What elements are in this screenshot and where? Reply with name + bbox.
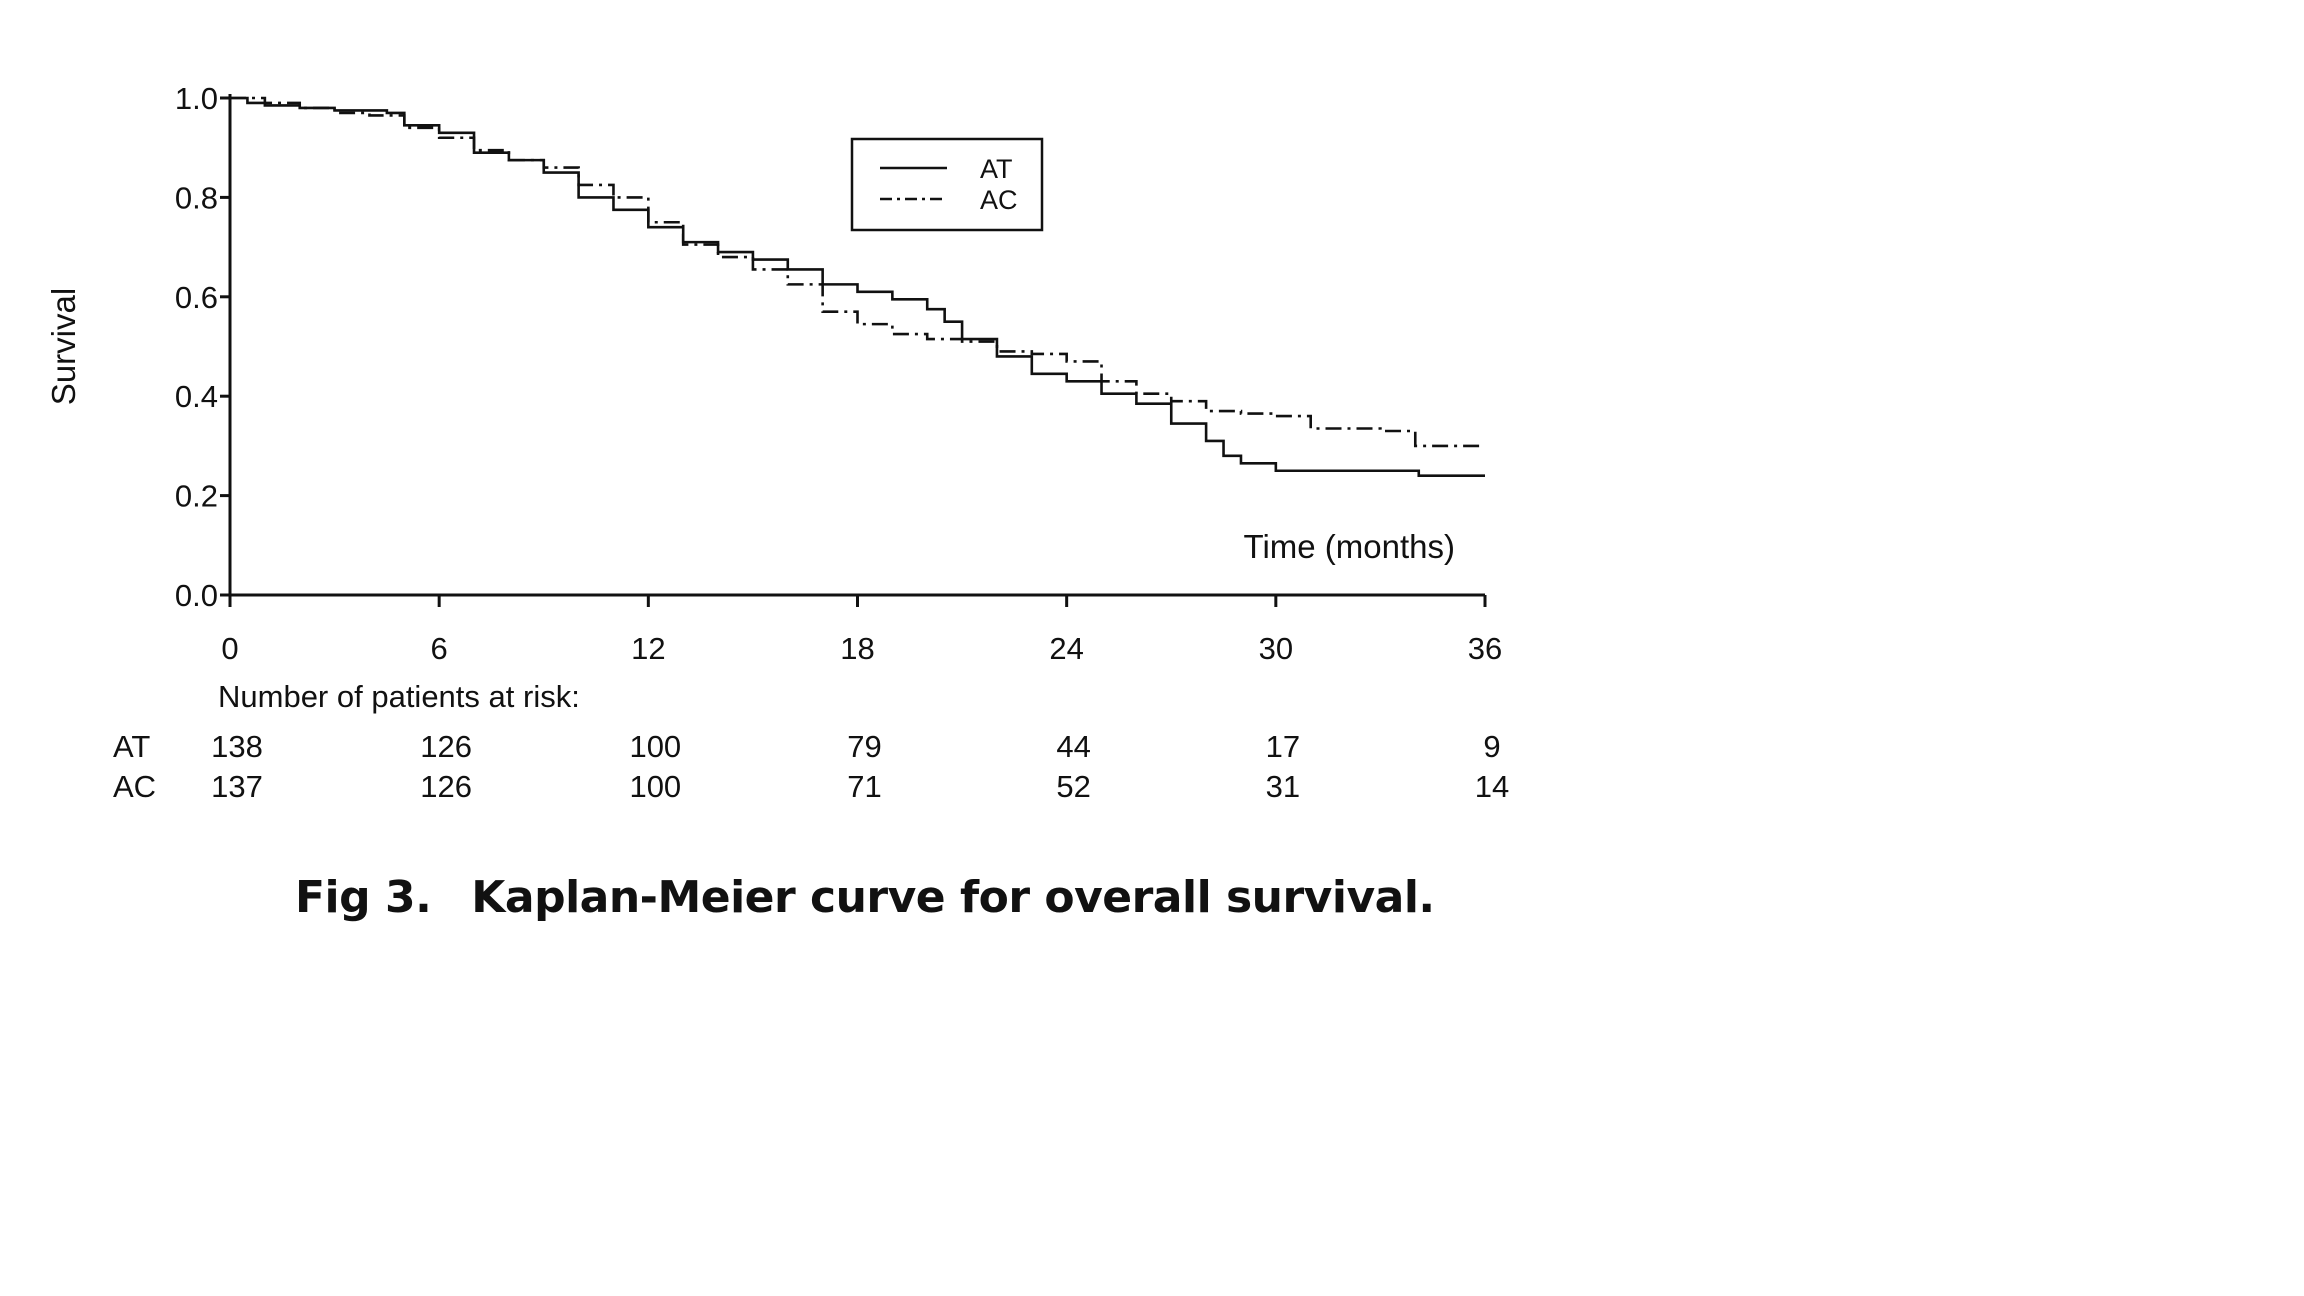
series-line-ac xyxy=(230,96,1485,448)
risk-row-label: AT xyxy=(113,729,150,764)
risk-count: 44 xyxy=(1056,729,1090,764)
risk-count: 9 xyxy=(1483,729,1500,764)
risk-count: 31 xyxy=(1266,769,1300,804)
risk-count: 126 xyxy=(420,769,472,804)
y-tick-label: 0.8 xyxy=(175,180,218,215)
caption-label: Fig 3. xyxy=(295,872,432,923)
risk-table-title: Number of patients at risk: xyxy=(218,679,580,714)
legend-box xyxy=(850,137,1044,232)
risk-count: 137 xyxy=(211,769,263,804)
x-tick-label: 24 xyxy=(1049,631,1083,666)
legend-label-ac: AC xyxy=(980,185,1018,215)
risk-count: 17 xyxy=(1266,729,1300,764)
caption-text: Kaplan-Meier curve for overall survival. xyxy=(471,872,1435,923)
y-tick-label: 0.6 xyxy=(175,280,218,315)
y-tick-label: 1.0 xyxy=(175,81,218,116)
x-axis-title: Time (months) xyxy=(1244,528,1455,565)
series-line-at xyxy=(230,96,1485,478)
risk-row-label: AC xyxy=(113,769,156,804)
figure-caption: Fig 3. Kaplan-Meier curve for overall sur… xyxy=(295,872,1435,923)
x-tick-label: 36 xyxy=(1468,631,1502,666)
risk-count: 79 xyxy=(847,729,881,764)
y-tick-label: 0.2 xyxy=(175,479,218,514)
risk-count: 100 xyxy=(629,769,681,804)
y-tick-label: 0.0 xyxy=(175,578,218,613)
y-axis-title: Survival xyxy=(45,288,82,405)
risk-table: Number of patients at risk: AT 138 126 100 79… xyxy=(113,679,1509,804)
x-tick-label: 12 xyxy=(631,631,665,666)
series-layer xyxy=(230,96,1485,478)
x-tick-label: 0 xyxy=(221,631,238,666)
axes-layer: 0.0 0.2 0.4 0.6 0.8 1.0 0 6 12 18 24 30 36 Survival Ti… xyxy=(45,81,1502,666)
risk-count: 14 xyxy=(1475,769,1509,804)
x-tick-label: 30 xyxy=(1259,631,1293,666)
risk-count: 126 xyxy=(420,729,472,764)
risk-count: 138 xyxy=(211,729,263,764)
risk-count: 71 xyxy=(847,769,881,804)
x-tick-label: 18 xyxy=(840,631,874,666)
x-tick-label: 6 xyxy=(431,631,448,666)
legend-label-at: AT xyxy=(980,154,1013,184)
risk-count: 100 xyxy=(629,729,681,764)
risk-count: 52 xyxy=(1056,769,1090,804)
y-tick-label: 0.4 xyxy=(175,379,218,414)
